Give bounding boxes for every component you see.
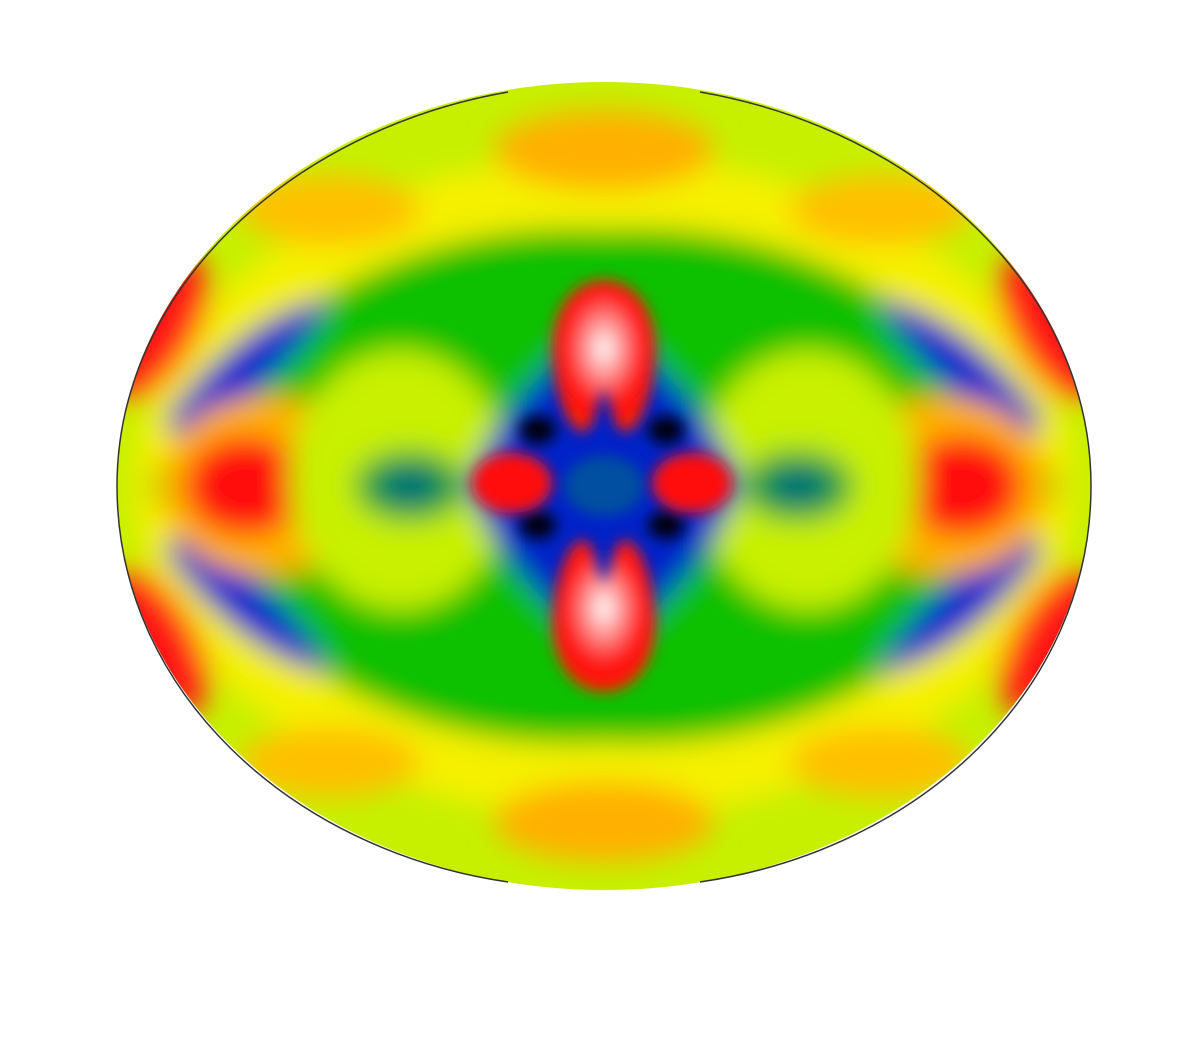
hot-lobes [472,280,732,692]
outline-left [116,91,509,883]
center-features [520,416,684,539]
outline-right [699,91,1092,883]
field [117,82,1091,890]
